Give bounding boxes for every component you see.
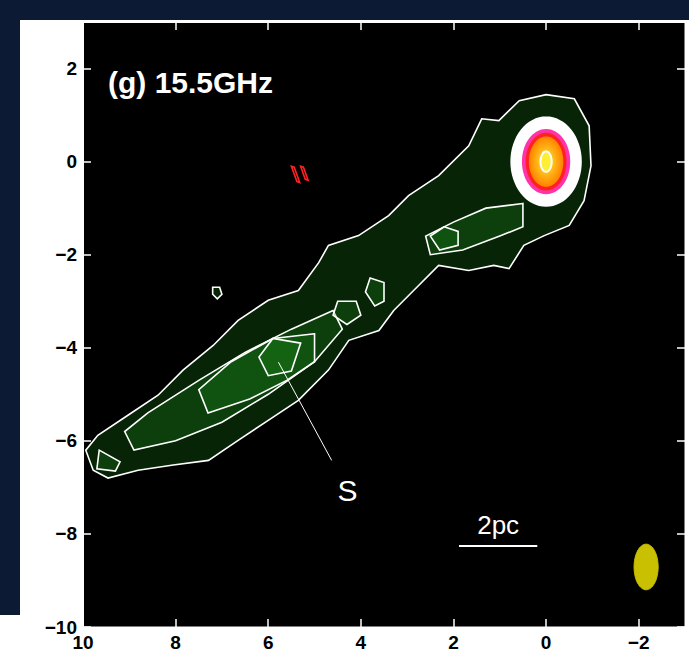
svg-text:−2: −2 bbox=[628, 632, 650, 653]
svg-text:−10: −10 bbox=[44, 616, 77, 638]
svg-text:10: 10 bbox=[72, 632, 93, 653]
svg-text:4: 4 bbox=[356, 632, 367, 653]
svg-text:−4: −4 bbox=[55, 337, 77, 358]
svg-text:2: 2 bbox=[448, 632, 459, 653]
svg-text:−8: −8 bbox=[55, 523, 77, 544]
svg-text:−6: −6 bbox=[55, 430, 77, 451]
svg-text:(g) 15.5GHz: (g) 15.5GHz bbox=[108, 66, 273, 99]
svg-text:S: S bbox=[337, 474, 357, 507]
svg-text:2: 2 bbox=[66, 58, 77, 79]
svg-text:0: 0 bbox=[66, 151, 77, 172]
svg-text:−2: −2 bbox=[55, 244, 77, 265]
svg-text:8: 8 bbox=[170, 632, 181, 653]
svg-text:6: 6 bbox=[263, 632, 274, 653]
svg-text:2pc: 2pc bbox=[477, 510, 519, 540]
svg-text:0: 0 bbox=[541, 632, 552, 653]
